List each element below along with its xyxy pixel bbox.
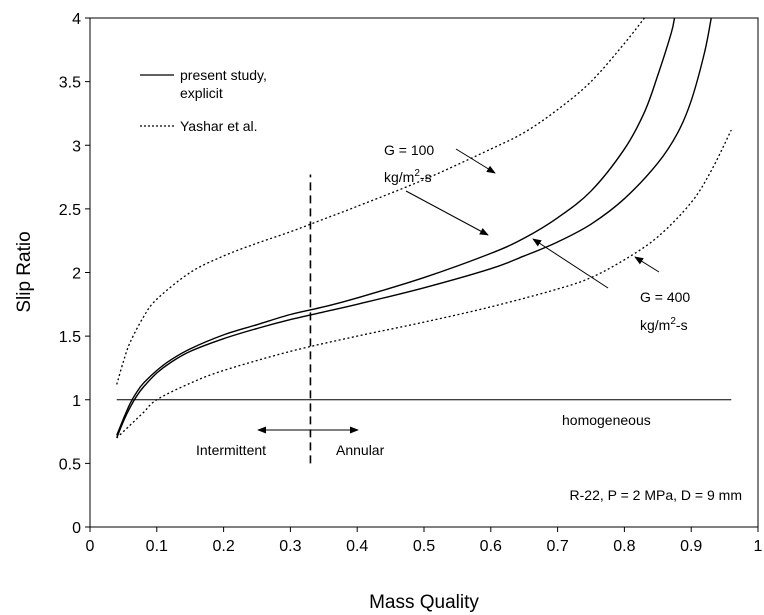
y-tick-label: 1.5: [59, 329, 81, 346]
g100-arrow-upper: [455, 148, 496, 174]
y-axis-ticks: 0 0.5 1 1.5 2 2.5 3 3.5 4: [59, 11, 90, 537]
x-tick-label: 0.1: [146, 538, 168, 555]
y-axis-title: Slip Ratio: [14, 231, 35, 312]
x-axis-ticks: 0 0.1 0.2 0.3 0.4 0.5 0.6 0.7 0.8 0.9 1: [86, 527, 763, 555]
x-tick-label: 0.6: [480, 538, 502, 555]
homogeneous-label: homogeneous: [562, 412, 651, 428]
x-axis-title: Mass Quality: [369, 592, 479, 613]
regime-annotation: Intermittent Annular: [196, 426, 385, 458]
conditions-label: R-22, P = 2 MPa, D = 9 mm: [570, 487, 742, 503]
x-tick-label: 0: [86, 538, 95, 555]
y-tick-label: 2.5: [59, 202, 81, 219]
annotation-g400: G = 400 kg/m2-s: [532, 238, 690, 333]
g400-label: G = 400: [640, 289, 690, 305]
y-tick-label: 4: [72, 11, 81, 28]
y-tick-label: 0: [72, 520, 81, 537]
present-study-curve-1: [116, 17, 712, 439]
g400-unit: kg/m2-s: [640, 316, 688, 333]
legend: present study, explicit Yashar et al.: [140, 67, 267, 134]
y-tick-label: 1: [72, 393, 81, 410]
x-tick-label: 0.4: [346, 538, 368, 555]
x-tick-label: 0.7: [546, 538, 568, 555]
legend-solid-label-line1: present study,: [180, 67, 267, 83]
x-tick-label: 0.5: [413, 538, 435, 555]
g400-arrow-lower: [634, 256, 660, 273]
plot-frame: [89, 17, 759, 528]
y-tick-label: 3.5: [59, 75, 81, 92]
x-tick-label: 0.8: [613, 538, 635, 555]
annotation-g100: G = 100 kg/m2-s: [384, 142, 496, 236]
x-tick-label: 0.9: [680, 538, 702, 555]
g100-arrow-lower: [405, 190, 489, 236]
legend-dotted-label: Yashar et al.: [180, 118, 258, 134]
y-tick-label: 3: [72, 138, 81, 155]
x-tick-label: 0.2: [212, 538, 234, 555]
g400-arrow-upper: [532, 238, 609, 289]
yashar-curve-3: [116, 129, 732, 439]
y-tick-label: 2: [72, 266, 81, 283]
y-tick-label: 0.5: [59, 456, 81, 473]
x-tick-label: 1: [754, 538, 763, 555]
g100-label: G = 100: [384, 142, 434, 158]
x-tick-label: 0.3: [279, 538, 301, 555]
series-layer: [116, 17, 732, 439]
reference-lines: [116, 174, 732, 464]
g100-unit: kg/m2-s: [384, 168, 432, 185]
regime-label-annular: Annular: [336, 442, 385, 458]
legend-solid-label-line2: explicit: [180, 85, 223, 101]
present-study-curve-0: [116, 17, 676, 436]
regime-label-intermittent: Intermittent: [196, 442, 266, 458]
